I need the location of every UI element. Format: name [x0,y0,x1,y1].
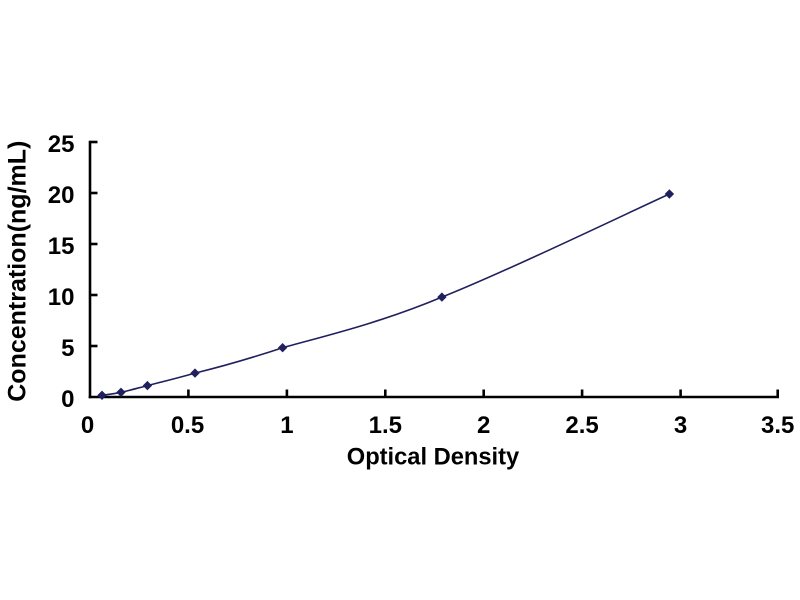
svg-text:Optical Density: Optical Density [347,444,520,470]
svg-text:0: 0 [81,412,94,439]
svg-text:2.5: 2.5 [565,412,598,439]
svg-text:15: 15 [48,233,75,260]
svg-text:2: 2 [477,412,490,439]
svg-text:0.5: 0.5 [171,412,204,439]
svg-text:5: 5 [61,335,74,362]
svg-text:3: 3 [674,412,687,439]
svg-text:25: 25 [48,131,75,158]
svg-text:Concentration(ng/mL): Concentration(ng/mL) [4,141,32,402]
svg-text:3.5: 3.5 [761,412,794,439]
svg-text:0: 0 [61,386,74,413]
svg-text:1.5: 1.5 [369,412,402,439]
svg-text:20: 20 [48,182,75,209]
svg-text:10: 10 [48,284,75,311]
svg-text:1: 1 [280,412,293,439]
